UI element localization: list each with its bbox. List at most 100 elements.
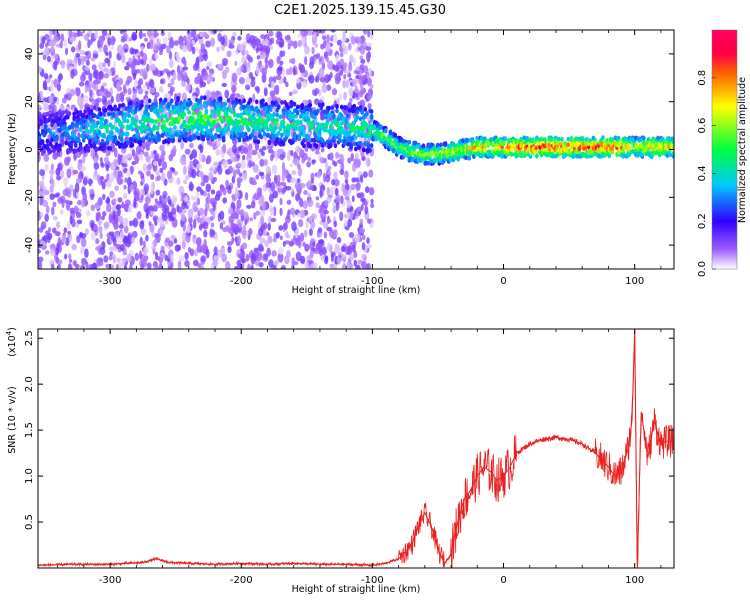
spectrogram-ridge-cell [642, 135, 646, 141]
spectrogram-speckle [98, 36, 103, 46]
spectrogram-speckle [169, 216, 175, 222]
spectrogram-ridge-cell [177, 111, 182, 117]
spectrogram-speckle [316, 170, 322, 179]
spectrogram-speckle [312, 241, 316, 247]
spectrogram-ridge-cell [113, 135, 117, 140]
spectrogram-speckle [49, 74, 53, 79]
spectrogram-speckle [155, 189, 161, 196]
spectrogram-speckle [236, 177, 243, 184]
spectrogram-speckle [73, 153, 77, 162]
spectrogram-speckle [80, 165, 86, 172]
spectrogram-ridge-cell [354, 135, 358, 140]
spectrogram-speckle [117, 153, 121, 163]
spectrogram-speckle [133, 189, 137, 196]
spectrogram-speckle [213, 161, 219, 167]
spectrogram-speckle [181, 92, 187, 102]
spectrogram-speckle [291, 57, 296, 65]
spectrogram-ridge-cell [264, 106, 268, 112]
spectrogram-ridge-cell [138, 119, 143, 125]
spectrogram-speckle [270, 81, 275, 89]
spectrogram-speckle [227, 207, 234, 215]
spectrogram-ridge-cell [118, 103, 122, 109]
spectrogram-speckle [290, 207, 296, 215]
spectrogram-speckle [110, 35, 116, 46]
spectrogram-ridge-cell [182, 119, 187, 125]
spectrogram-speckle [216, 30, 223, 33]
spectrogram-speckle [334, 64, 339, 72]
spectrogram-ridge-cell [144, 107, 149, 112]
spectrogram-speckle [161, 161, 167, 170]
spectrogram-speckle [260, 151, 265, 156]
spectrogram-speckle [315, 75, 319, 82]
spectrogram-ridge-cell [185, 136, 190, 142]
spectrogram-speckle [55, 247, 60, 256]
spectrogram-speckle [280, 181, 286, 186]
spectrogram-ridge-cell [72, 115, 76, 121]
spectrogram-ridge-cell [138, 141, 143, 147]
spectrogram-ridge-cell [354, 146, 358, 152]
spectrogram-ridge-cell [352, 126, 357, 131]
spectrogram-speckle [290, 187, 294, 193]
spectrogram-speckle [232, 31, 237, 37]
spectrogram-ridge-cell [180, 123, 185, 129]
spectrogram-ridge-cell [270, 100, 275, 106]
spectrogram-speckle [195, 189, 200, 200]
spectrogram-speckle [100, 175, 104, 186]
spectrogram-ridge-cell [369, 109, 374, 114]
spectrogram-speckle [368, 169, 374, 178]
spectrogram-speckle [189, 160, 194, 168]
spectrogram-speckle [153, 266, 157, 269]
spectrogram-ridge-cell [328, 132, 333, 138]
spectrogram-speckle [366, 237, 370, 245]
spectrogram-speckle [208, 139, 213, 147]
spectrogram-speckle [187, 246, 192, 253]
spectrogram-speckle [226, 241, 233, 246]
spectrogram-speckle [244, 192, 249, 201]
spectrogram-ridge-cell [355, 109, 360, 115]
spectrogram-speckle [265, 166, 272, 176]
spectrogram-ridge-cell [557, 136, 561, 142]
spectrogram-speckle [65, 201, 71, 211]
spectrogram-speckle [191, 30, 197, 39]
spectrogram-speckle [195, 77, 201, 85]
spectrogram-ridge-cell [291, 139, 295, 145]
spectrogram-speckle [225, 261, 231, 269]
spectrogram-speckle [70, 46, 76, 53]
spectrogram-speckle [319, 76, 326, 83]
spectrogram-speckle [159, 167, 164, 174]
spectrogram-speckle [177, 260, 182, 269]
spectrogram-speckle [245, 49, 249, 56]
spectrogram-speckle [84, 66, 90, 71]
spectrogram-speckle [239, 208, 245, 216]
spectrogram-speckle [291, 221, 297, 232]
spectrogram-ridge-cell [607, 153, 612, 159]
spectrogram-ridge-cell [100, 138, 105, 144]
spectrogram-ridge-cell [102, 112, 106, 117]
spectrogram-ridge-cell [157, 118, 161, 123]
spectrogram-speckle [279, 207, 283, 217]
spectrogram-speckle [241, 230, 247, 240]
spectrogram-ridge-cell [317, 129, 322, 135]
spectrogram-ridge-cell [125, 131, 130, 137]
spectrogram-speckle [78, 40, 82, 51]
spectrogram-ridge-cell [217, 133, 221, 139]
spectrogram-ridge-cell [316, 108, 320, 114]
spectrogram-speckle [238, 172, 243, 177]
spectrogram-speckle [115, 204, 122, 210]
spectrogram-speckle [119, 243, 125, 252]
spectrogram-speckle [226, 50, 232, 58]
spectrogram-ridge-cell [393, 132, 398, 138]
spectrogram-speckle [48, 259, 55, 265]
spectrogram-ridge-cell [108, 146, 113, 151]
spectrogram-ridge-cell [105, 128, 110, 134]
spectrogram-ridge-cell [140, 103, 144, 108]
spectrogram-speckle [137, 88, 144, 95]
spectrogram-ridge-cell [272, 112, 276, 117]
spectrogram-ridge-cell [152, 134, 157, 140]
spectrogram-speckle [247, 150, 253, 159]
spectrogram-speckle [185, 204, 189, 210]
spectrogram-speckle [111, 204, 117, 214]
spectrogram-speckle [279, 60, 284, 65]
spectrogram-speckle [92, 53, 99, 59]
